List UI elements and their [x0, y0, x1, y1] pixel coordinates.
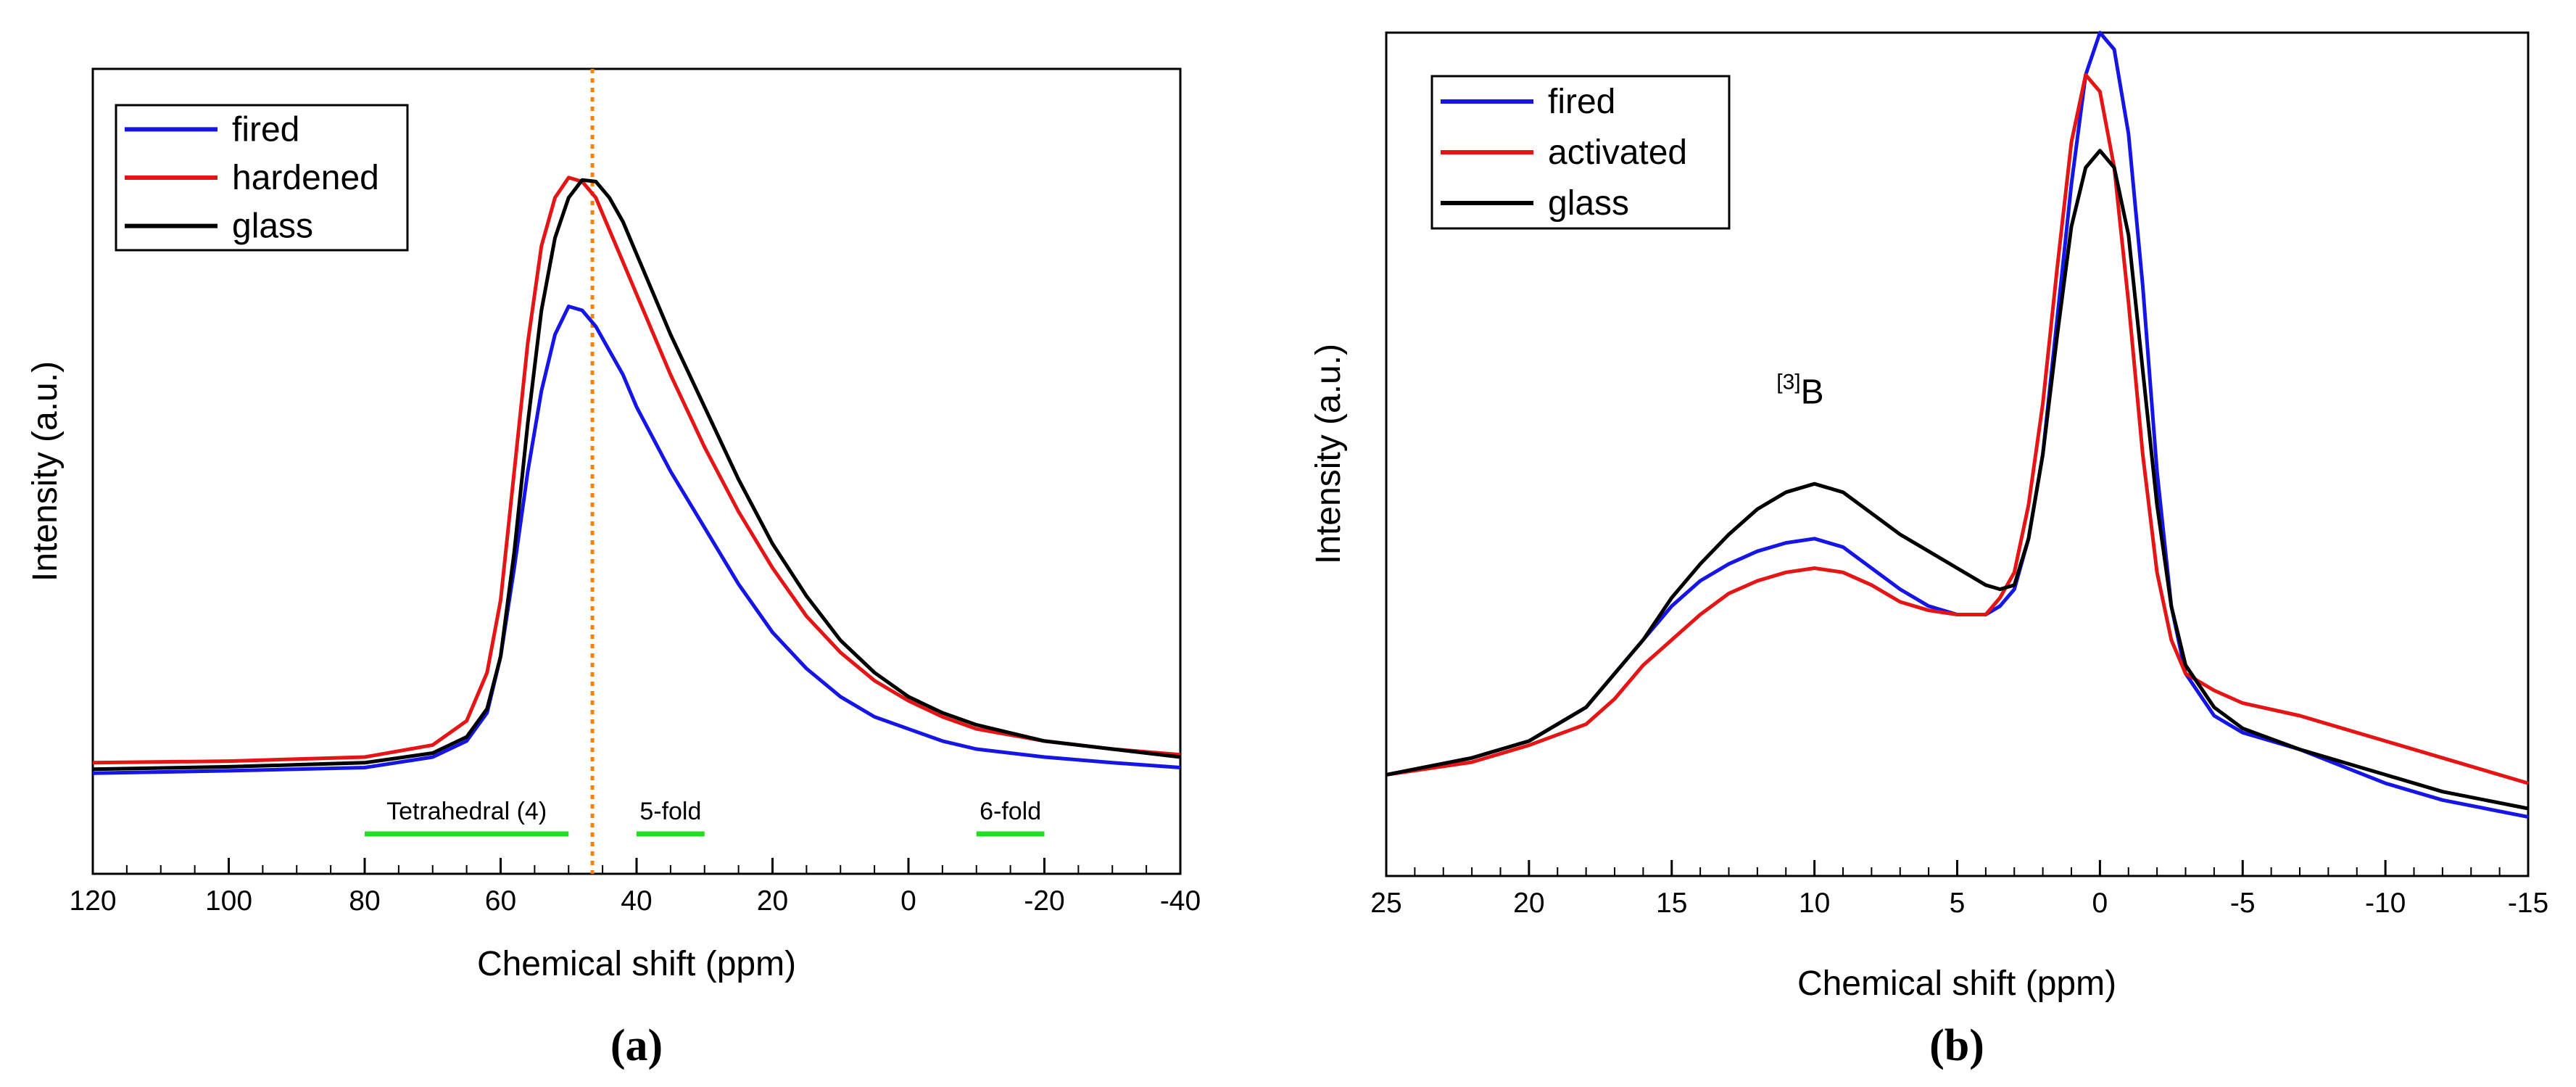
x-tick-label: 100	[205, 885, 252, 917]
x-tick-label: 40	[621, 885, 652, 917]
x-tick-label: 15	[1656, 888, 1687, 919]
series-line-glass	[1386, 149, 2529, 811]
x-tick-label: 20	[757, 885, 788, 917]
legend-label-fired: fired	[1548, 83, 1615, 121]
x-tick-label: 5	[1950, 888, 1966, 919]
x-tick-label: 0	[900, 885, 916, 917]
x-tick-label: 20	[1513, 888, 1544, 919]
chart-panel-b: 25 20 15 10 5 0 -5 -10 -15 Chemical shift (ppm) In…	[1309, 30, 2548, 1070]
x-tick-label: -10	[2365, 888, 2406, 919]
legend-label-hardened: hardened	[232, 159, 379, 197]
series-line-fired	[92, 305, 1181, 775]
chart-panel-a: 120 100 80 60 40 20 0 -20 -40 Chemical shift (ppm…	[26, 67, 1201, 1070]
x-tick-label: -5	[2230, 888, 2256, 919]
x-tick-label: 0	[2092, 888, 2108, 919]
x-tick-label: 120	[69, 885, 116, 917]
series-line-glass	[92, 178, 1181, 772]
region-label: 5-fold	[639, 798, 701, 825]
peak-label-text: B	[1801, 373, 1824, 412]
legend-label-fired: fired	[232, 110, 299, 149]
x-tick-label: 60	[485, 885, 516, 917]
series-line-hardened	[92, 175, 1181, 765]
x-tick-label: -20	[1024, 885, 1064, 917]
panel-label: (a)	[610, 1021, 663, 1070]
legend-label-activated: activated	[1548, 133, 1687, 172]
y-axis-title: Intensity (a.u.)	[1309, 344, 1348, 564]
series-line-activated	[1386, 73, 2529, 785]
peak-label-superscript: [3]	[1776, 371, 1800, 394]
panel-label: (b)	[1929, 1021, 1984, 1070]
x-tick-label: -15	[2508, 888, 2548, 919]
region-label: 6-fold	[980, 798, 1041, 825]
y-axis-title: Intensity (a.u.)	[26, 361, 65, 582]
x-tick-label: 25	[1370, 888, 1401, 919]
peak-label: [3]B	[1776, 371, 1823, 412]
x-tick-label: 80	[349, 885, 380, 917]
x-axis-title: Chemical shift (ppm)	[477, 945, 796, 983]
legend-label-glass: glass	[232, 207, 313, 246]
x-tick-label: 10	[1799, 888, 1830, 919]
x-axis-title: Chemical shift (ppm)	[1797, 964, 2116, 1003]
x-tick-label: -40	[1160, 885, 1201, 917]
region-label: Tetrahedral (4)	[386, 798, 547, 825]
legend-label-glass: glass	[1548, 184, 1629, 223]
